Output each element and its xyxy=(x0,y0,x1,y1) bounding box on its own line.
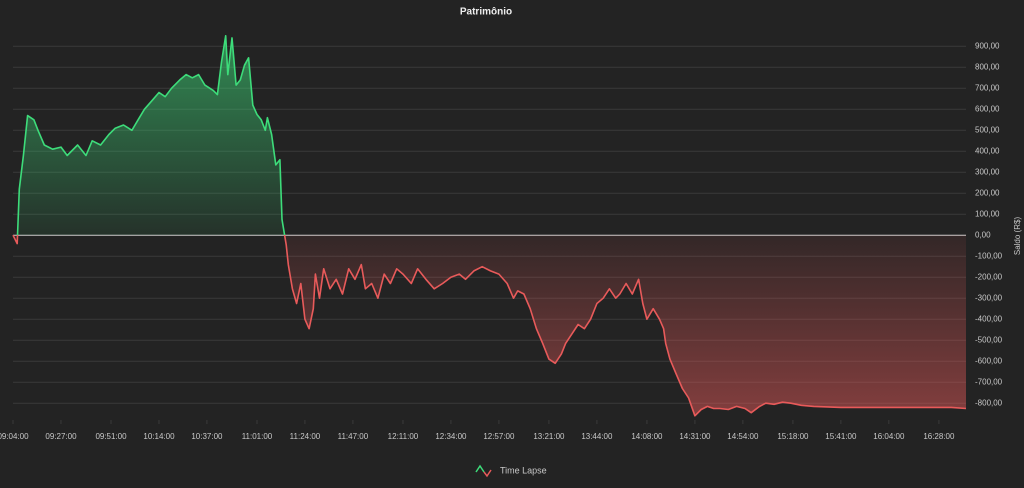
y-tick-label: -400,00 xyxy=(975,314,1003,323)
x-tick-label: 10:37:00 xyxy=(191,432,223,441)
x-tick-label: 12:57:00 xyxy=(483,432,515,441)
x-tick-label: 16:04:00 xyxy=(873,432,905,441)
x-tick-label: 11:01:00 xyxy=(242,432,273,441)
y-tick-label: 900,00 xyxy=(975,41,1000,50)
legend-label: Time Lapse xyxy=(500,465,547,475)
y-tick-label: -100,00 xyxy=(975,251,1003,260)
x-tick-label: 10:14:00 xyxy=(143,432,175,441)
y-tick-label: -500,00 xyxy=(975,335,1003,344)
x-tick-label: 12:11:00 xyxy=(388,432,419,441)
x-tick-label: 15:41:00 xyxy=(825,432,857,441)
x-tick-label: 16:28:00 xyxy=(923,432,955,441)
y-tick-label: 800,00 xyxy=(975,62,1000,71)
x-tick-label: 13:21:00 xyxy=(533,432,565,441)
y-tick-label: 400,00 xyxy=(975,146,1000,155)
y-tick-label: 100,00 xyxy=(975,209,1000,218)
y-tick-label: -700,00 xyxy=(975,377,1003,386)
x-tick-label: 09:04:00 xyxy=(0,432,29,441)
x-tick-label: 14:31:00 xyxy=(679,432,711,441)
y-axis-title: Saldo (R$) xyxy=(1013,217,1022,256)
x-tick-label: 09:27:00 xyxy=(45,432,77,441)
y-tick-label: 700,00 xyxy=(975,83,1000,92)
area xyxy=(13,35,966,416)
chart-title: Patrimônio xyxy=(460,7,512,18)
y-tick-label: -600,00 xyxy=(975,356,1003,365)
x-tick-label: 13:44:00 xyxy=(581,432,613,441)
x-tick-label: 12:34:00 xyxy=(435,432,467,441)
x-tick-label: 14:54:00 xyxy=(727,432,759,441)
y-tick-label: 300,00 xyxy=(975,167,1000,176)
y-tick-label: 200,00 xyxy=(975,188,1000,197)
x-tick-label: 11:24:00 xyxy=(290,432,321,441)
y-tick-label: -300,00 xyxy=(975,293,1003,302)
x-tick-label: 14:08:00 xyxy=(631,432,663,441)
legend-icon xyxy=(475,464,485,473)
x-tick-label: 15:18:00 xyxy=(777,432,809,441)
y-tick-label: 0,00 xyxy=(975,230,991,239)
y-tick-label: -800,00 xyxy=(975,398,1003,407)
y-tick-label: 500,00 xyxy=(975,125,1000,134)
y-tick-label: 600,00 xyxy=(975,104,1000,113)
line xyxy=(12,35,967,417)
x-tick-label: 11:47:00 xyxy=(338,432,369,441)
legend-icon xyxy=(483,469,492,478)
x-tick-label: 09:51:00 xyxy=(95,432,127,441)
y-tick-label: -200,00 xyxy=(975,272,1003,281)
